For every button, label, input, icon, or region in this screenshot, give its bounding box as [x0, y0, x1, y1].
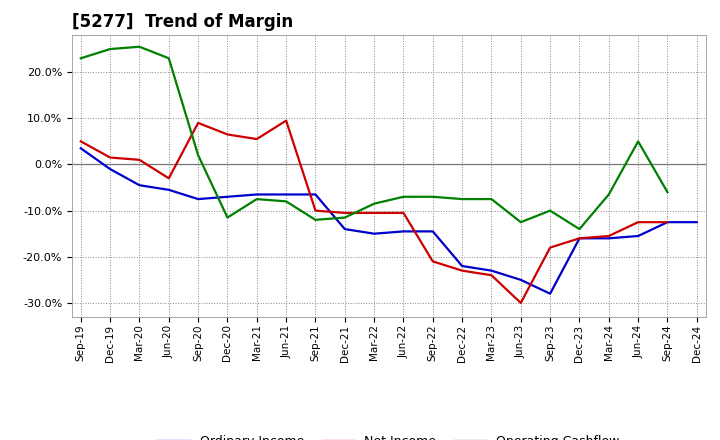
Net Income — [76, 139, 85, 144]
Ordinary Income — [634, 233, 642, 238]
Operating Cashflow — [458, 196, 467, 202]
Net Income — [164, 176, 173, 181]
Ordinary Income — [106, 166, 114, 172]
Net Income — [253, 136, 261, 142]
Operating Cashflow — [282, 199, 290, 204]
Ordinary Income — [282, 192, 290, 197]
Net Income — [546, 245, 554, 250]
Net Income — [634, 220, 642, 225]
Line: Operating Cashflow: Operating Cashflow — [81, 47, 667, 229]
Operating Cashflow — [546, 208, 554, 213]
Operating Cashflow — [164, 55, 173, 61]
Ordinary Income — [76, 146, 85, 151]
Operating Cashflow — [194, 153, 202, 158]
Ordinary Income — [341, 227, 349, 232]
Operating Cashflow — [311, 217, 320, 223]
Ordinary Income — [223, 194, 232, 199]
Net Income — [341, 210, 349, 216]
Operating Cashflow — [341, 215, 349, 220]
Net Income — [575, 236, 584, 241]
Operating Cashflow — [428, 194, 437, 199]
Net Income — [516, 301, 525, 306]
Net Income — [135, 157, 144, 162]
Ordinary Income — [516, 277, 525, 282]
Legend: Ordinary Income, Net Income, Operating Cashflow: Ordinary Income, Net Income, Operating C… — [153, 430, 624, 440]
Operating Cashflow — [76, 55, 85, 61]
Net Income — [458, 268, 467, 273]
Operating Cashflow — [634, 139, 642, 144]
Ordinary Income — [693, 220, 701, 225]
Ordinary Income — [663, 220, 672, 225]
Ordinary Income — [487, 268, 496, 273]
Ordinary Income — [194, 196, 202, 202]
Net Income — [311, 208, 320, 213]
Line: Ordinary Income: Ordinary Income — [81, 148, 697, 294]
Ordinary Income — [458, 264, 467, 269]
Operating Cashflow — [106, 46, 114, 51]
Ordinary Income — [164, 187, 173, 192]
Net Income — [605, 233, 613, 238]
Ordinary Income — [575, 236, 584, 241]
Operating Cashflow — [663, 190, 672, 195]
Ordinary Income — [428, 229, 437, 234]
Net Income — [663, 220, 672, 225]
Net Income — [487, 273, 496, 278]
Operating Cashflow — [253, 196, 261, 202]
Ordinary Income — [605, 236, 613, 241]
Line: Net Income: Net Income — [81, 121, 667, 303]
Operating Cashflow — [575, 227, 584, 232]
Operating Cashflow — [223, 215, 232, 220]
Net Income — [370, 210, 379, 216]
Operating Cashflow — [516, 220, 525, 225]
Ordinary Income — [135, 183, 144, 188]
Ordinary Income — [370, 231, 379, 236]
Ordinary Income — [399, 229, 408, 234]
Text: [5277]  Trend of Margin: [5277] Trend of Margin — [72, 13, 293, 31]
Ordinary Income — [311, 192, 320, 197]
Operating Cashflow — [370, 201, 379, 206]
Net Income — [194, 120, 202, 125]
Operating Cashflow — [135, 44, 144, 49]
Ordinary Income — [253, 192, 261, 197]
Net Income — [428, 259, 437, 264]
Operating Cashflow — [487, 196, 496, 202]
Net Income — [282, 118, 290, 123]
Operating Cashflow — [399, 194, 408, 199]
Net Income — [223, 132, 232, 137]
Net Income — [106, 155, 114, 160]
Net Income — [399, 210, 408, 216]
Ordinary Income — [546, 291, 554, 297]
Operating Cashflow — [605, 192, 613, 197]
